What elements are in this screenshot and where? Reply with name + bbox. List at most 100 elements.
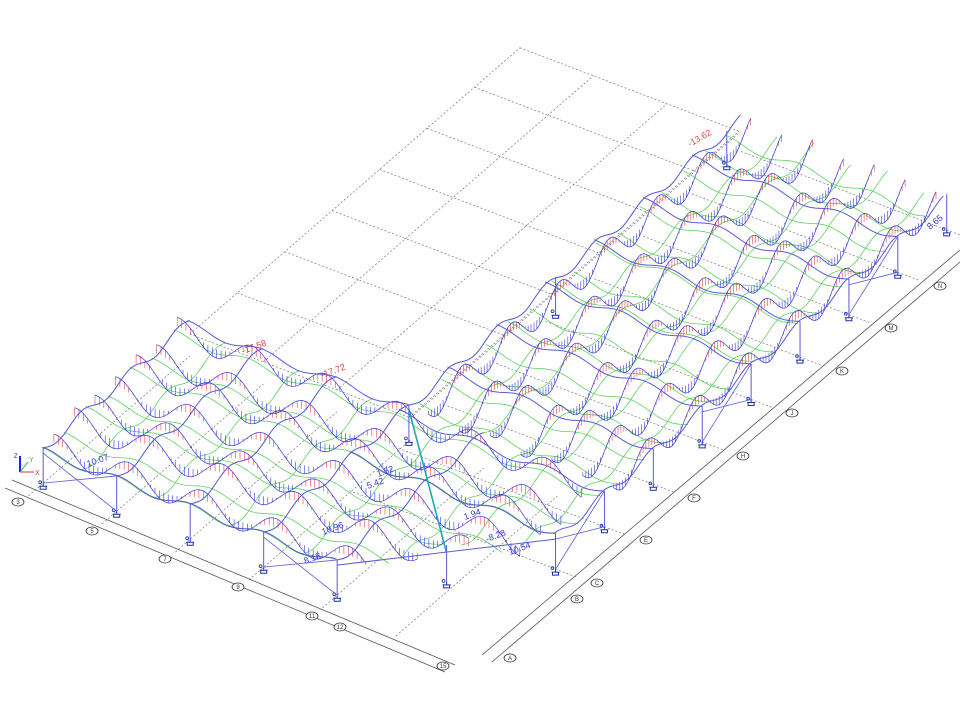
grid-axis-bubble-E[interactable]: E xyxy=(639,535,653,545)
frame-edge-beam xyxy=(410,114,741,406)
grid-bubble xyxy=(687,493,701,503)
frame-beam xyxy=(337,432,485,561)
grid-bubble-label: J xyxy=(791,411,794,417)
support-symbol xyxy=(551,569,560,576)
grid-bubble xyxy=(933,281,947,291)
roof-mesh-line xyxy=(573,271,777,353)
support-node xyxy=(550,309,555,314)
moment-value-label: 8.65 xyxy=(925,213,945,232)
support-symbol xyxy=(796,357,804,364)
grid-axis-bubble-5[interactable]: 5 xyxy=(85,526,99,536)
moment-envelope-line xyxy=(94,394,469,549)
cross-bracing xyxy=(702,399,752,413)
grid-axis-bubble-F[interactable]: F xyxy=(687,493,701,503)
roof-mesh-line xyxy=(43,320,190,449)
support-symbol xyxy=(404,439,413,446)
fixed-support-icon xyxy=(404,436,413,446)
moment-envelope-line xyxy=(520,158,844,458)
support-node xyxy=(185,536,189,541)
roof-mesh-line xyxy=(79,342,227,471)
grid-bubble-label: E xyxy=(644,538,648,544)
highlighted-valley-member xyxy=(408,409,448,553)
roof-mesh-line xyxy=(595,242,799,324)
grid-axis-bubble-N[interactable]: N xyxy=(933,281,947,291)
fixed-support-icon xyxy=(892,269,902,279)
roof-mesh-line xyxy=(419,403,623,485)
grid-axis-bubble-J[interactable]: J xyxy=(785,408,799,418)
roof-mesh-layer xyxy=(41,114,931,564)
roof-mesh-line xyxy=(529,308,733,390)
x-axis-label: X xyxy=(35,470,40,477)
grid-axis-bubble-12[interactable]: 12 xyxy=(333,622,347,632)
grid-axis-bubble-15[interactable]: 15 xyxy=(436,661,450,671)
grid-axis-bubble-K[interactable]: K xyxy=(835,366,849,376)
cross-bracing xyxy=(848,236,899,315)
plan-grid-line xyxy=(189,333,410,418)
fixed-support-icon xyxy=(599,523,609,534)
cross-bracing xyxy=(43,475,117,484)
moment-envelope-line xyxy=(428,118,752,417)
cross-bracing xyxy=(701,363,752,443)
frame-beam xyxy=(691,154,898,238)
roof-mesh-line xyxy=(661,191,865,274)
z-axis-label: Z xyxy=(14,454,18,460)
frame-beam xyxy=(116,348,264,477)
coordinate-triad-icon: XY Z xyxy=(14,454,40,477)
grid-bubble xyxy=(785,408,799,418)
grid-bubble xyxy=(736,451,750,461)
grid-axis-bubble-C[interactable]: C xyxy=(590,578,604,588)
roof-mesh-line xyxy=(727,135,931,217)
grid-bubble-label: H xyxy=(741,454,745,460)
grid-bubble-label: 15 xyxy=(440,664,447,670)
frame-edge-beam xyxy=(42,446,337,560)
grid-axis-bubble-M[interactable]: M xyxy=(884,323,898,333)
moment-envelope-line xyxy=(582,179,906,479)
support-node xyxy=(38,480,43,485)
grid-axis-bubble-11[interactable]: 11 xyxy=(305,611,319,621)
grid-axis-bubble-H[interactable]: H xyxy=(736,451,750,461)
support-symbol xyxy=(442,581,451,589)
grid-bubble xyxy=(231,582,245,592)
grid-axis-bubble-9[interactable]: 9 xyxy=(231,582,245,592)
grid-bubble-label: B xyxy=(575,597,579,603)
plan-grid-line xyxy=(332,210,552,295)
grid-bubble xyxy=(590,578,604,588)
grid-axis-bubble-7[interactable]: 7 xyxy=(158,554,172,564)
ground-grid-line xyxy=(322,467,485,609)
plan-grid-layer xyxy=(28,47,960,637)
fixed-support-icon xyxy=(38,480,48,490)
support-symbol xyxy=(649,484,658,491)
roof-mesh-line xyxy=(190,376,337,505)
roof-mesh-line xyxy=(153,370,300,499)
support-node xyxy=(648,481,653,486)
ground-grid-line xyxy=(175,411,338,553)
fixed-support-icon xyxy=(258,564,268,574)
grid-bubble xyxy=(158,554,172,564)
support-symbol xyxy=(333,595,342,602)
grid-bubble xyxy=(884,323,898,333)
cross-bracing xyxy=(42,452,117,512)
support-symbol xyxy=(259,567,268,574)
grid-bubble-label: 5 xyxy=(90,529,94,535)
grid-bubble-label: M xyxy=(889,326,894,332)
ground-grid-line xyxy=(28,355,191,497)
grid-axis-layer: 3 5 7 9 11 12 15 A B C E F H J K M N xyxy=(4,249,960,673)
plan-grid-line xyxy=(237,292,457,377)
ground-grid-line xyxy=(398,447,627,536)
support-node xyxy=(844,311,848,316)
frame-beam xyxy=(447,366,654,450)
frame-beam xyxy=(190,376,338,505)
frame-beam xyxy=(642,196,849,280)
ground-grid-line xyxy=(740,151,960,236)
grid-axis-bubble-A[interactable]: A xyxy=(503,653,517,663)
ground-grid-line xyxy=(447,405,676,494)
grid-axis-bubble-B[interactable]: B xyxy=(570,594,584,604)
grid-dimension-line xyxy=(481,249,960,656)
grid-axis-bubble-3[interactable]: 3 xyxy=(11,497,25,507)
cross-bracing xyxy=(555,526,605,540)
ground-grid-line xyxy=(496,363,725,451)
frame-beam xyxy=(496,324,703,407)
cross-bracing xyxy=(555,490,605,570)
support-node xyxy=(550,566,555,570)
